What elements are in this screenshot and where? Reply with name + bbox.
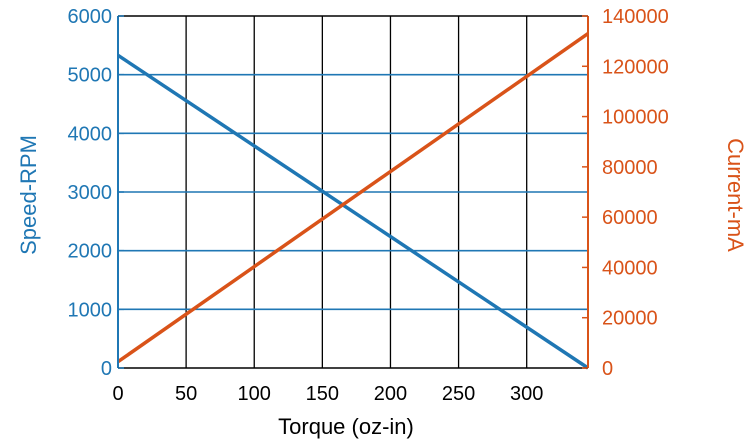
x-tick-label-150: 150 <box>306 383 339 405</box>
left-tick-labels: 0 1000 2000 3000 4000 5000 6000 <box>68 6 124 380</box>
right-tick-label-100000: 100000 <box>602 107 669 129</box>
series-lines <box>116 32 590 370</box>
x-tick-label-250: 250 <box>442 383 475 405</box>
y-axis-label-right: Current-mA <box>723 138 746 252</box>
right-tick-labels: 0 20000 40000 60000 80000 100000 120000 140000 <box>582 6 669 380</box>
right-tick-label-0: 0 <box>602 358 613 380</box>
x-tick-label-0: 0 <box>112 383 123 405</box>
right-tick-label-40000: 40000 <box>602 257 658 279</box>
x-axis-label: Torque (oz-in) <box>278 414 414 439</box>
x-tick-labels: 0 50 100 150 200 250 300 <box>112 383 543 405</box>
left-tick-label-0: 0 <box>101 358 112 380</box>
left-tick-label-1000: 1000 <box>68 299 113 321</box>
series-line-1 <box>116 32 590 364</box>
right-tick-label-80000: 80000 <box>602 157 658 179</box>
left-tick-label-4000: 4000 <box>68 123 113 145</box>
right-tick-label-20000: 20000 <box>602 308 658 330</box>
x-tick-label-200: 200 <box>374 383 407 405</box>
y-axis-label-left: Speed-RPM <box>16 135 41 255</box>
right-tick-label-140000: 140000 <box>602 6 669 28</box>
left-tick-label-2000: 2000 <box>68 241 113 263</box>
grid-lines <box>118 16 588 368</box>
x-tick-label-50: 50 <box>175 383 197 405</box>
left-tick-label-6000: 6000 <box>68 6 113 28</box>
series-line-0 <box>117 53 589 370</box>
x-tick-label-100: 100 <box>238 383 271 405</box>
left-tick-label-3000: 3000 <box>68 182 113 204</box>
x-tick-label-300: 300 <box>510 383 543 405</box>
right-tick-label-120000: 120000 <box>602 56 669 78</box>
right-tick-label-60000: 60000 <box>602 207 658 229</box>
left-tick-label-5000: 5000 <box>68 65 113 87</box>
